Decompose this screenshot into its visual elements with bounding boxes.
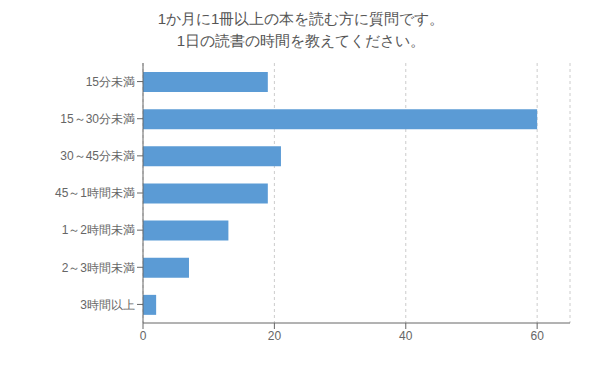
svg-text:0: 0 [140, 329, 147, 343]
html-text:1日の読書の時間を教えてください。: 1日の読書の時間を教えてください。 [176, 32, 426, 49]
svg-text:45～1時間未満: 45～1時間未満 [55, 186, 135, 200]
svg-text:2～3時間未満: 2～3時間未満 [62, 261, 135, 275]
svg-text:60: 60 [530, 329, 544, 343]
svg-text:15分未満: 15分未満 [86, 75, 135, 89]
svg-text:3時間以上: 3時間以上 [80, 298, 135, 312]
svg-text:15～30分未満: 15～30分未満 [60, 112, 135, 126]
svg-text:20: 20 [268, 329, 282, 343]
svg-text:40: 40 [399, 329, 413, 343]
svg-text:30～45分未満: 30～45分未満 [60, 149, 135, 163]
svg-text:1～2時間未満: 1～2時間未満 [62, 223, 135, 237]
html-text:1か月に1冊以上の本を読む方に質問です。: 1か月に1冊以上の本を読む方に質問です。 [157, 10, 445, 27]
